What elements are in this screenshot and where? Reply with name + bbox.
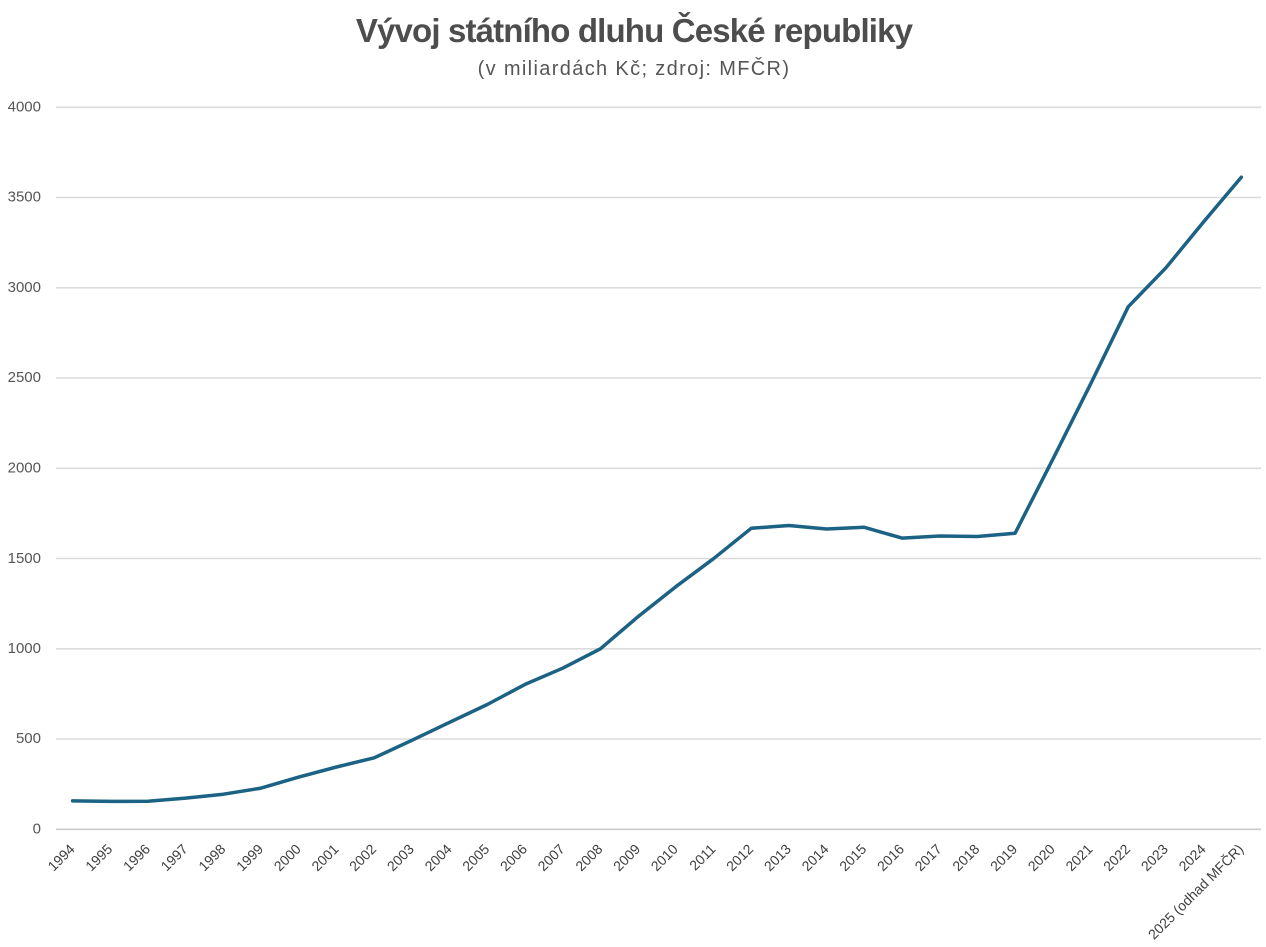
svg-text:2000: 2000 [8,460,41,477]
svg-text:3000: 3000 [8,279,41,296]
svg-text:1500: 1500 [8,550,41,567]
svg-text:Vývoj státního dluhu České rep: Vývoj státního dluhu České republiky [356,11,914,49]
svg-text:2500: 2500 [8,369,41,386]
svg-text:4000: 4000 [8,99,41,116]
svg-text:1000: 1000 [8,640,41,657]
svg-text:0: 0 [33,821,41,838]
svg-text:500: 500 [16,730,41,747]
svg-text:3500: 3500 [8,189,41,206]
svg-text:(v miliardách Kč; zdroj: MFČR): (v miliardách Kč; zdroj: MFČR) [478,57,791,80]
